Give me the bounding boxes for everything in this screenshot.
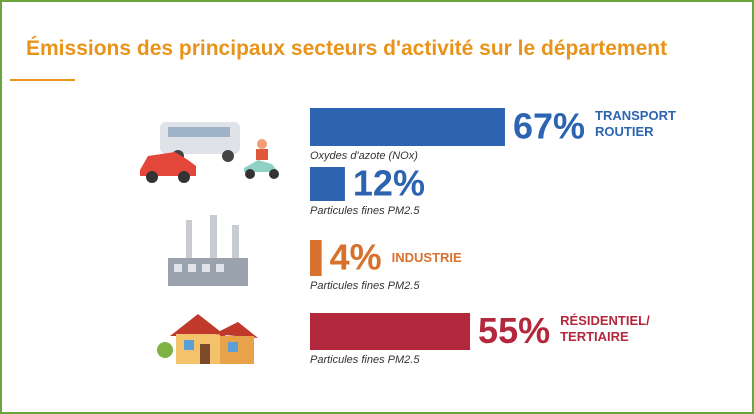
infographic: Émissions des principaux secteurs d'acti…	[0, 0, 754, 414]
caption: Particules fines PM2.5	[310, 205, 420, 217]
sector-label: TERTIAIRE	[560, 329, 629, 344]
value-label: 4%	[330, 237, 382, 278]
sector-label: TRANSPORT	[595, 108, 676, 123]
caption: Particules fines PM2.5	[310, 354, 420, 366]
chart-title: Émissions des principaux secteurs d'acti…	[26, 37, 667, 60]
sector-label: ROUTIER	[595, 124, 654, 139]
caption: Particules fines PM2.5	[310, 280, 420, 292]
value-label: 67%	[513, 106, 585, 147]
bar	[310, 240, 322, 276]
caption: Oxydes d'azote (NOx)	[310, 150, 418, 162]
value-label: 55%	[478, 310, 550, 351]
bar	[310, 108, 505, 146]
sector-label: RÉSIDENTIEL/	[560, 313, 650, 328]
sector-label: INDUSTRIE	[392, 250, 462, 265]
value-label: 12%	[353, 163, 425, 204]
bar	[310, 313, 470, 350]
bar	[310, 167, 345, 201]
